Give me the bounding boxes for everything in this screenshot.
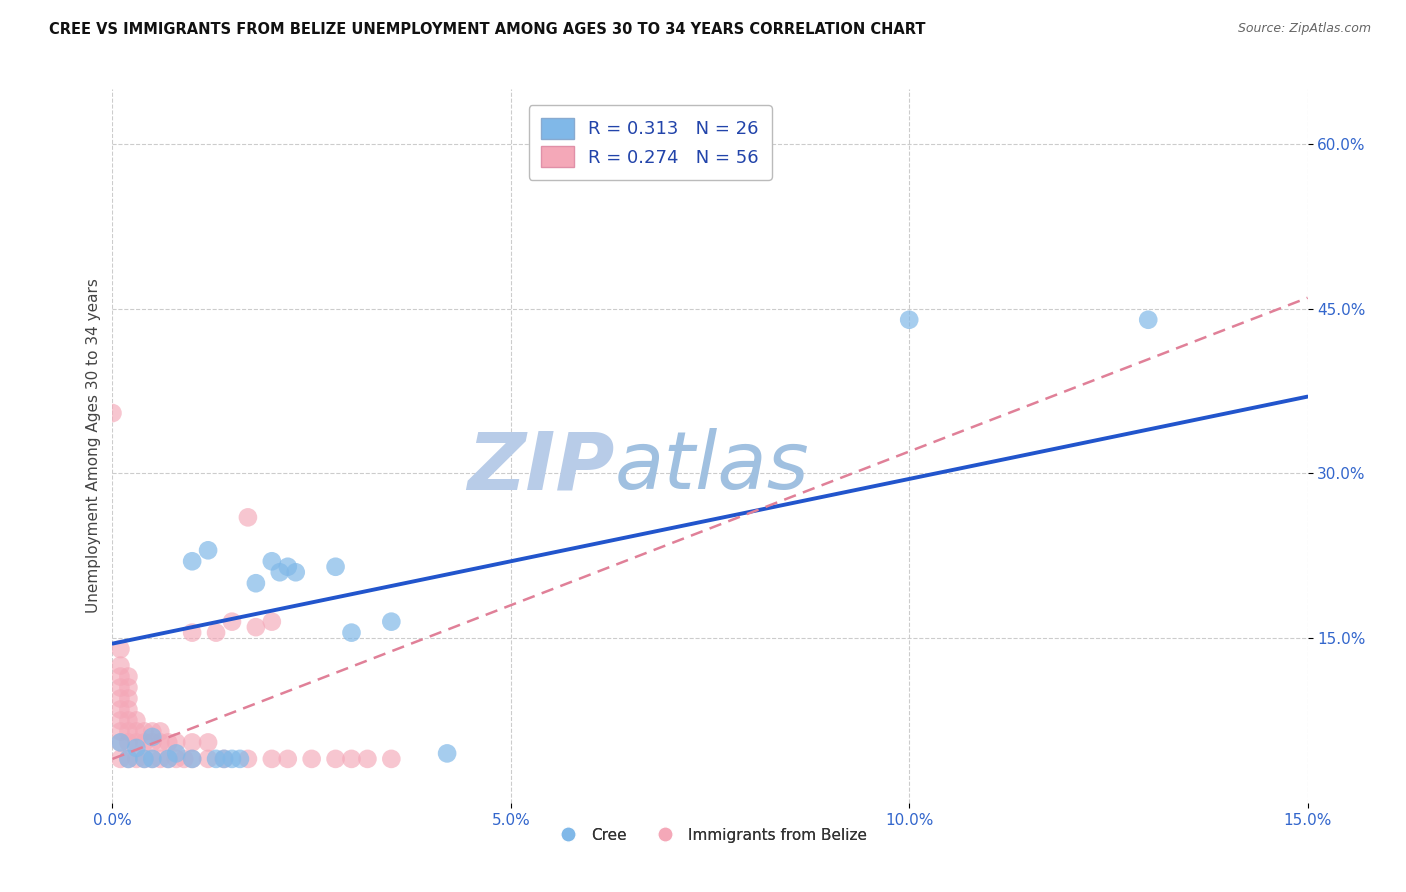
Point	[149, 724, 172, 739]
Point	[149, 735, 172, 749]
Point	[221, 752, 243, 766]
Point	[212, 752, 235, 766]
Point	[134, 752, 156, 766]
Point	[260, 615, 283, 629]
Point	[1137, 312, 1160, 326]
Point	[110, 735, 132, 749]
Point	[173, 752, 195, 766]
Point	[165, 752, 187, 766]
Point	[117, 752, 139, 766]
Point	[181, 735, 204, 749]
Point	[165, 747, 187, 761]
Point	[898, 312, 921, 326]
Point	[157, 752, 180, 766]
Point	[181, 554, 204, 568]
Point	[380, 615, 402, 629]
Point	[380, 752, 402, 766]
Point	[301, 752, 323, 766]
Point	[197, 735, 219, 749]
Point	[260, 752, 283, 766]
Point	[197, 543, 219, 558]
Point	[141, 724, 163, 739]
Point	[149, 752, 172, 766]
Point	[125, 714, 148, 728]
Point	[284, 566, 307, 580]
Point	[212, 752, 235, 766]
Point	[125, 724, 148, 739]
Point	[110, 752, 132, 766]
Point	[101, 406, 124, 420]
Point	[110, 714, 132, 728]
Point	[236, 752, 259, 766]
Point	[110, 658, 132, 673]
Point	[110, 702, 132, 716]
Point	[260, 554, 283, 568]
Point	[134, 735, 156, 749]
Point	[110, 735, 132, 749]
Point	[325, 559, 347, 574]
Point	[236, 510, 259, 524]
Y-axis label: Unemployment Among Ages 30 to 34 years: Unemployment Among Ages 30 to 34 years	[86, 278, 101, 614]
Point	[340, 752, 363, 766]
Point	[110, 642, 132, 657]
Legend: Cree, Immigrants from Belize: Cree, Immigrants from Belize	[547, 822, 873, 848]
Point	[277, 559, 299, 574]
Point	[157, 735, 180, 749]
Point	[269, 566, 291, 580]
Point	[356, 752, 378, 766]
Point	[110, 669, 132, 683]
Point	[117, 669, 139, 683]
Text: atlas: atlas	[614, 428, 810, 507]
Point	[165, 735, 187, 749]
Point	[125, 752, 148, 766]
Point	[134, 752, 156, 766]
Point	[229, 752, 252, 766]
Point	[157, 752, 180, 766]
Point	[110, 681, 132, 695]
Point	[134, 724, 156, 739]
Point	[245, 620, 267, 634]
Point	[277, 752, 299, 766]
Point	[221, 615, 243, 629]
Point	[197, 752, 219, 766]
Point	[110, 724, 132, 739]
Point	[141, 735, 163, 749]
Point	[117, 702, 139, 716]
Point	[125, 740, 148, 755]
Point	[117, 714, 139, 728]
Text: CREE VS IMMIGRANTS FROM BELIZE UNEMPLOYMENT AMONG AGES 30 TO 34 YEARS CORRELATIO: CREE VS IMMIGRANTS FROM BELIZE UNEMPLOYM…	[49, 22, 925, 37]
Point	[245, 576, 267, 591]
Point	[181, 625, 204, 640]
Point	[141, 730, 163, 744]
Point	[117, 681, 139, 695]
Point	[436, 747, 458, 761]
Point	[117, 724, 139, 739]
Point	[205, 752, 228, 766]
Point	[340, 625, 363, 640]
Point	[141, 752, 163, 766]
Text: ZIP: ZIP	[467, 428, 614, 507]
Point	[181, 752, 204, 766]
Point	[181, 752, 204, 766]
Point	[325, 752, 347, 766]
Text: Source: ZipAtlas.com: Source: ZipAtlas.com	[1237, 22, 1371, 36]
Point	[125, 735, 148, 749]
Point	[110, 691, 132, 706]
Point	[117, 752, 139, 766]
Point	[117, 735, 139, 749]
Point	[141, 752, 163, 766]
Point	[117, 691, 139, 706]
Point	[205, 625, 228, 640]
